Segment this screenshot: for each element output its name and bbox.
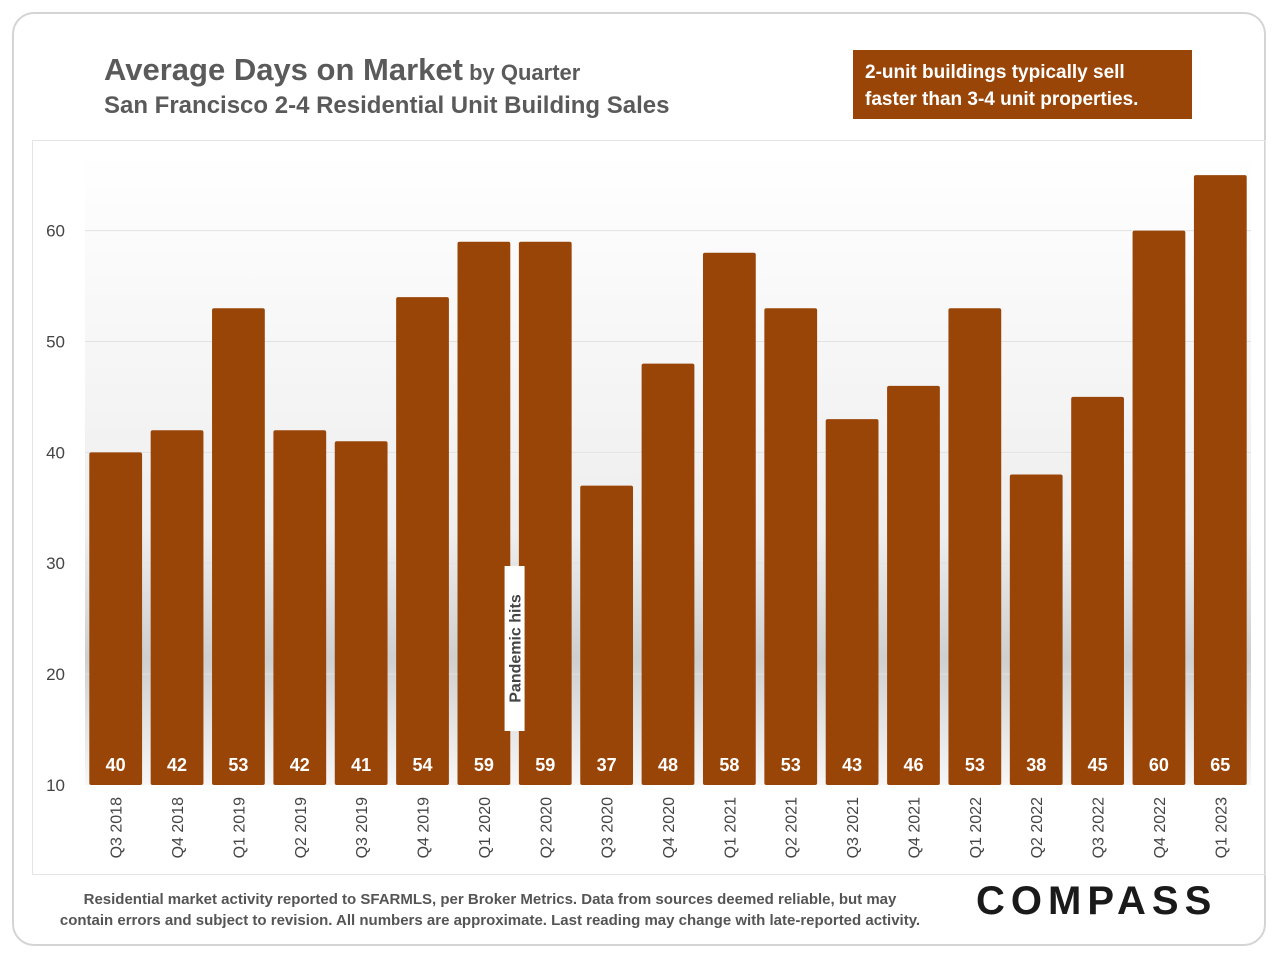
x-tick-label: Q3 2018	[109, 797, 126, 858]
plot-area: 10 20 30 40 50 60 40 42 53 42 41 54 59 59 37 48 58 53 43 4…	[32, 140, 1266, 875]
bar	[1132, 230, 1186, 786]
data-label: 42	[290, 755, 310, 775]
annotation-pandemic-hits: Pandemic hits	[508, 594, 525, 703]
x-tick-label: Q4 2018	[170, 797, 187, 858]
bar	[1071, 396, 1124, 785]
data-label: 46	[903, 755, 923, 775]
x-tick-label: Q2 2019	[293, 797, 310, 858]
bar	[887, 385, 940, 785]
data-label: 59	[535, 755, 555, 775]
y-tick-label: 60	[46, 222, 65, 241]
y-tick-label: 50	[46, 332, 65, 351]
data-label: 58	[719, 755, 739, 775]
x-tick-label: Q3 2019	[354, 797, 371, 858]
x-tick-label: Q1 2023	[1213, 797, 1230, 858]
footnote: Residential market activity reported to …	[20, 889, 960, 931]
bar	[273, 430, 327, 785]
x-tick-label: Q3 2021	[845, 797, 862, 858]
chart-subtitle: San Francisco 2-4 Residential Unit Build…	[104, 92, 670, 119]
footnote-line-2: contain errors and subject to revision. …	[59, 912, 921, 929]
x-tick-label: Q1 2022	[968, 797, 985, 858]
x-tick-label: Q2 2022	[1029, 797, 1046, 858]
data-label: 53	[781, 755, 801, 775]
bar	[396, 297, 449, 785]
x-tick-label: Q4 2019	[416, 797, 433, 858]
bar	[825, 419, 879, 785]
annotation-box	[504, 566, 525, 731]
data-label: 38	[1026, 755, 1046, 775]
bar	[764, 308, 818, 785]
callout-line-1: 2-unit buildings typically sell	[865, 62, 1125, 83]
data-label: 65	[1210, 755, 1230, 775]
data-label: 60	[1149, 755, 1169, 775]
x-tick-label: Q4 2022	[1152, 797, 1169, 858]
data-label: 53	[965, 755, 985, 775]
bar	[518, 241, 572, 785]
title-suffix: by Quarter	[462, 60, 581, 85]
bar	[89, 452, 143, 785]
x-tick-label: Q4 2021	[906, 797, 923, 858]
chart-title: Average Days on Market by Quarter	[104, 52, 580, 88]
data-label: 53	[228, 755, 248, 775]
bar	[702, 252, 756, 785]
data-label: 48	[658, 755, 678, 775]
callout-box: 2-unit buildings typically sell faster t…	[853, 50, 1192, 119]
bar	[948, 308, 1002, 785]
compass-logo: COMPASS	[976, 879, 1218, 923]
y-tick-label: 20	[46, 665, 65, 684]
bar	[334, 441, 388, 785]
bar	[580, 485, 634, 785]
data-label: 45	[1088, 755, 1108, 775]
x-tick-label: Q2 2020	[538, 797, 555, 858]
data-label: 41	[351, 755, 371, 775]
bar	[457, 241, 511, 785]
callout-line-2: faster than 3-4 unit properties.	[865, 89, 1139, 110]
x-tick-label: Q1 2020	[477, 797, 494, 858]
y-tick-label: 10	[46, 776, 65, 795]
x-tick-label: Q1 2019	[231, 797, 248, 858]
data-label: 37	[597, 755, 617, 775]
data-label: 59	[474, 755, 494, 775]
data-label: 42	[167, 755, 187, 775]
bar	[1009, 474, 1063, 785]
x-tick-label: Q3 2022	[1091, 797, 1108, 858]
x-tick-label: Q2 2021	[784, 797, 801, 858]
bar	[212, 308, 265, 785]
x-tick-label: Q1 2021	[722, 797, 739, 858]
data-label: 40	[106, 755, 126, 775]
data-label: 54	[413, 755, 433, 775]
x-tick-label: Q3 2020	[600, 797, 617, 858]
footnote-line-1: Residential market activity reported to …	[83, 891, 897, 908]
bar	[150, 430, 204, 785]
data-label: 43	[842, 755, 862, 775]
y-tick-label: 30	[46, 554, 65, 573]
title-main: Average Days on Market	[104, 52, 463, 87]
bar	[1193, 175, 1247, 786]
y-tick-label: 40	[46, 443, 65, 462]
bar	[641, 363, 695, 785]
x-tick-label: Q4 2020	[661, 797, 678, 858]
bar-chart: 10 20 30 40 50 60 40 42 53 42 41 54 59 59 37 48 58 53 43 4…	[46, 153, 1251, 858]
